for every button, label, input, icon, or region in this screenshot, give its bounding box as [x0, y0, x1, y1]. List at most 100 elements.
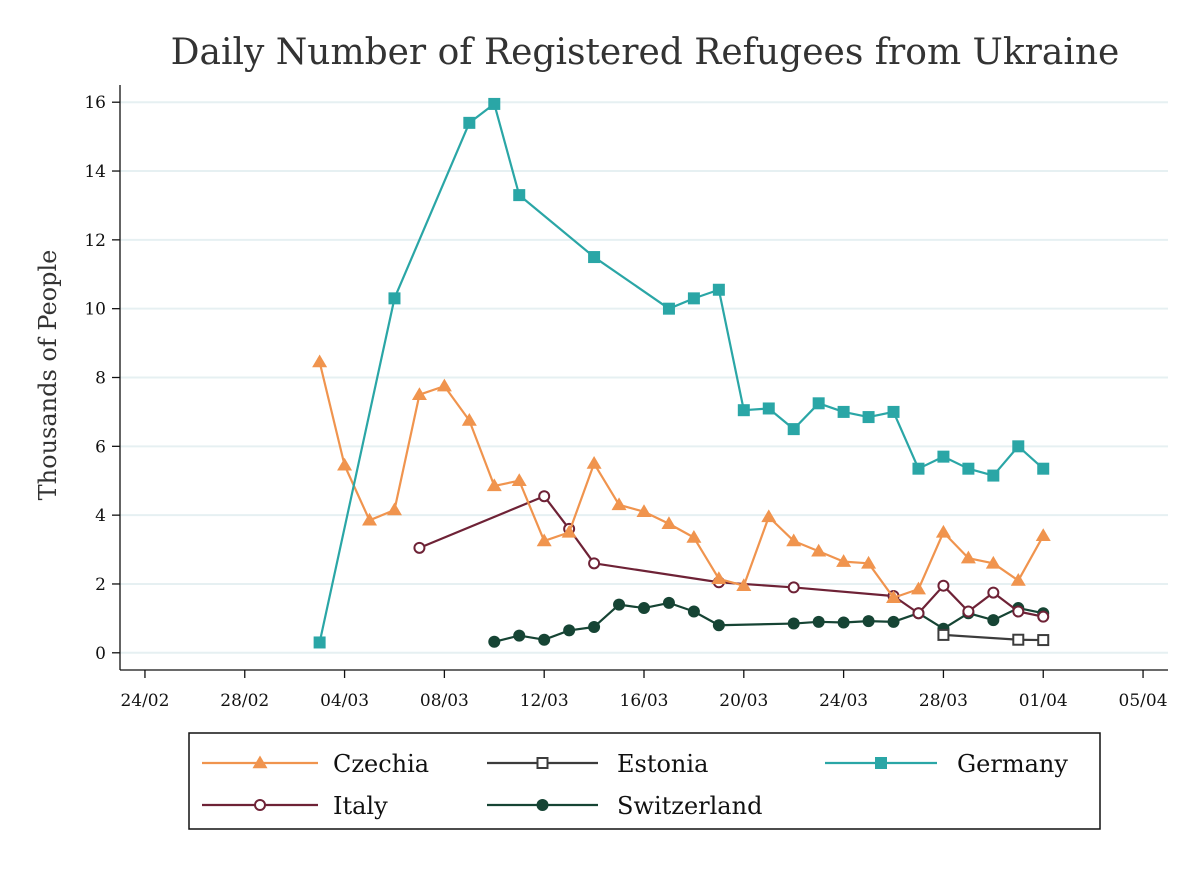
series-estonia [937, 628, 1050, 647]
germany-point [313, 636, 326, 649]
legend-swatch-marker [875, 757, 887, 769]
legend-label: Italy [333, 792, 388, 820]
y-tick-label: 6 [95, 437, 106, 457]
y-tick-label: 10 [84, 300, 106, 320]
germany-point [762, 402, 775, 415]
germany-point [737, 404, 750, 417]
germany-point [687, 292, 700, 305]
czechia-point [561, 524, 577, 538]
italy-point [987, 586, 1000, 599]
y-tick-label: 2 [95, 575, 106, 595]
switzerland-point [862, 615, 875, 628]
legend-item-estonia: Estonia [487, 750, 708, 778]
legend-box [188, 732, 1101, 830]
czechia-point [686, 530, 702, 543]
czechia-point [362, 512, 378, 526]
y-tick-label: 4 [95, 506, 106, 526]
germany-point [1037, 462, 1050, 475]
x-tick-label: 24/03 [819, 691, 868, 711]
czechia-point [761, 509, 777, 523]
legend: Czechia Estonia Germany Italy Switzerland [188, 732, 1101, 830]
switzerland-point [687, 605, 700, 618]
x-tick-label: 28/03 [919, 691, 968, 711]
switzerland-point [787, 617, 800, 630]
estonia-point [1012, 633, 1025, 646]
legend-item-czechia: Czechia [202, 750, 429, 778]
switzerland-point [563, 624, 576, 637]
czechia-point [312, 354, 328, 368]
germany-point [787, 423, 800, 436]
germany-point [887, 405, 900, 418]
czechia-point [935, 524, 951, 538]
czechia-point [736, 578, 752, 591]
switzerland-point [662, 596, 675, 609]
x-tick-label: 05/04 [1119, 691, 1168, 711]
y-tick-label: 12 [84, 231, 106, 251]
czechia-point [486, 478, 502, 492]
switzerland-point [613, 598, 626, 611]
series-italy [413, 490, 1050, 623]
czechia-point [461, 413, 477, 426]
switzerland-point [488, 635, 501, 648]
germany-point [588, 251, 601, 264]
germany-point [662, 302, 675, 315]
gridlines [120, 101, 1168, 654]
legend-swatch-marker [536, 757, 549, 769]
estonia-line [943, 633, 1044, 642]
germany-point [388, 292, 401, 305]
x-tick-label: 24/02 [120, 691, 169, 711]
czechia-point [636, 504, 652, 517]
czechia-point [711, 571, 727, 585]
czechia-point [786, 533, 802, 547]
x-tick-label: 01/04 [1019, 691, 1068, 711]
germany-point [862, 411, 875, 424]
czechia-point [836, 554, 852, 567]
germany-point [937, 450, 950, 463]
czechia-point [436, 378, 452, 392]
italy-point [912, 607, 925, 620]
czechia-point [960, 550, 976, 564]
germany-point [463, 116, 476, 129]
switzerland-point [588, 620, 601, 633]
czechia-point [536, 533, 552, 547]
legend-item-italy: Italy [202, 792, 388, 820]
czechia-point [811, 543, 827, 557]
czechia-point [586, 456, 602, 469]
y-tick-label: 14 [84, 162, 106, 182]
legend-swatch-marker [252, 755, 268, 769]
germany-point [1012, 440, 1025, 453]
italy-point [413, 541, 426, 554]
italy-point [787, 581, 800, 594]
germany-line [318, 102, 1044, 643]
series-czechia [312, 354, 1051, 603]
czechia-point [1010, 573, 1026, 586]
switzerland-point [987, 614, 1000, 627]
czechia-point [1035, 528, 1051, 542]
y-tick-label: 0 [95, 644, 106, 664]
legend-label: Switzerland [617, 792, 762, 820]
series-group [312, 97, 1051, 649]
y-axis-label: Thousands of People [34, 250, 62, 501]
czechia-point [910, 581, 926, 595]
czechia-point [337, 457, 353, 471]
czechia-point [511, 473, 527, 486]
x-tick-label: 08/03 [420, 691, 469, 711]
switzerland-point [638, 602, 650, 615]
germany-point [962, 462, 975, 475]
italy-point [937, 579, 950, 592]
chart-title: Daily Number of Registered Refugees from… [171, 32, 1120, 73]
x-tick-label: 12/03 [520, 691, 569, 711]
axes: 0 2 4 6 8 10 12 14 16 24/02 28/02 04/03 08/03 12/03 16… [84, 85, 1168, 711]
italy-point [1037, 610, 1050, 623]
germany-point [812, 397, 825, 410]
germany-point [513, 189, 526, 202]
germany-point [837, 405, 850, 418]
x-tick-label: 20/03 [719, 691, 768, 711]
czechia-point [985, 555, 1001, 569]
italy-point [962, 605, 975, 618]
czechia-point [661, 516, 677, 529]
legend-item-germany: Germany [825, 750, 1068, 778]
switzerland-point [513, 629, 526, 642]
italy-point [1012, 605, 1025, 618]
germany-point [712, 283, 725, 296]
